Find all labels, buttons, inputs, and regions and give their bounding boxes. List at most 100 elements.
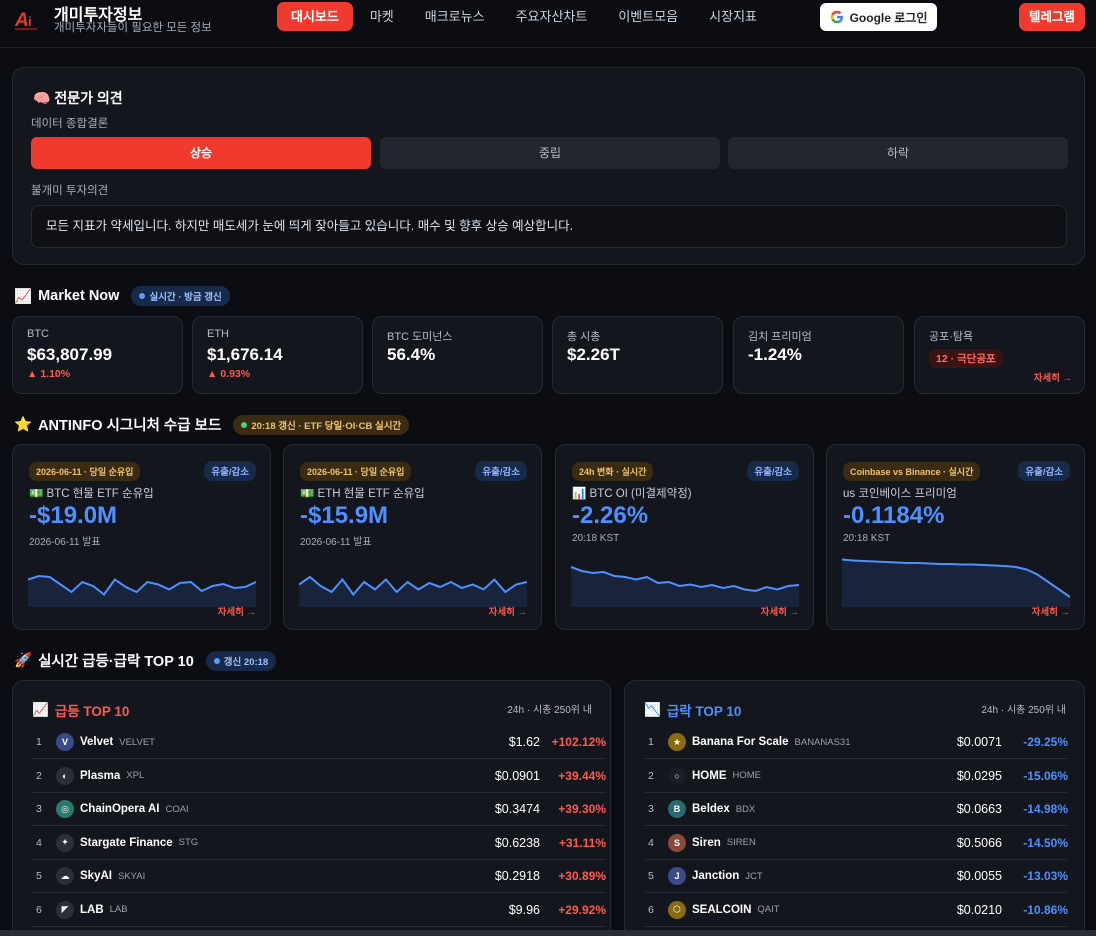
row-rank: 3 [36, 803, 42, 815]
row-rank: 3 [648, 803, 654, 815]
table-row[interactable]: 2 ◐ Plasma XPL $0.0901 +39.44% [32, 760, 606, 793]
signature-more-link[interactable]: 자세히 → [1031, 607, 1070, 618]
table-row[interactable]: 5 ☁ SkyAI SKYAI $0.2918 +30.89% [32, 860, 606, 893]
nav-market[interactable]: 마켓 [369, 9, 394, 24]
coin-price: $0.0055 [956, 869, 1002, 883]
coin-price: $0.0071 [956, 735, 1002, 749]
nav-events[interactable]: 이벤트모음 [618, 9, 679, 24]
signature-value: -2.26% [572, 502, 649, 529]
market-now-title: Market Now [38, 288, 120, 304]
sparkline-area [28, 576, 256, 607]
row-rank: 2 [648, 769, 654, 782]
nav-dashboard[interactable]: 대시보드 [277, 2, 353, 31]
horizontal-scrollbar[interactable] [0, 930, 1096, 936]
row-rank: 5 [648, 870, 654, 882]
table-row[interactable]: 6 ◤ LAB LAB $9.96 +29.92% [32, 894, 606, 927]
top10-badge-text: 갱신 20:18 [223, 656, 269, 668]
signature-tag: 24h 변화 · 실시간 [572, 462, 654, 481]
coin-symbol: COAI [165, 803, 189, 815]
signature-badge: 20:18 갱신 · ETF 당일·OI·CB 실시간 [233, 414, 410, 435]
signature-name-text: BTC 현물 ETF 순유입 [46, 488, 154, 500]
coin-symbol: SIREN [726, 837, 756, 848]
table-row[interactable]: 1 ★ Banana For Scale BANANAS31 $0.0071 -29.25… [644, 726, 1068, 759]
table-row[interactable]: 6 ⬡ SEALCOIN QAIT $0.0210 -10.86% [644, 894, 1068, 927]
signature-io-badge: 유출/감소 [1018, 461, 1070, 481]
vote-neutral-button[interactable]: 중립 [380, 137, 720, 169]
market-card-change-text: 1.10% [40, 368, 71, 380]
table-row[interactable]: 3 ◎ ChainOpera AI COAI $0.3474 +39.30% [32, 793, 606, 826]
table-row[interactable]: 5 J Janction JCT $0.0055 -13.03% [644, 860, 1068, 893]
star-icon: ⭐ [14, 417, 33, 433]
coin-symbol: VELVET [119, 736, 155, 748]
gainers-subtitle: 24h · 시총 250위 내 [507, 705, 592, 716]
table-row[interactable]: 2 ○ HOME HOME $0.0295 -15.06% [644, 760, 1068, 793]
coin-change: -10.86% [1023, 902, 1068, 917]
coin-change: +39.30% [558, 802, 606, 816]
coin-change: +30.89% [558, 869, 606, 883]
signature-name-text: 코인베이스 프리미엄 [858, 488, 957, 500]
signature-more-link[interactable]: 자세히 → [760, 607, 799, 618]
losers-title: 📉 급락 TOP 10 [644, 700, 741, 720]
gainers-card: 📈 급등 TOP 10 24h · 시총 250위 내 1 V Velvet VELV… [12, 680, 611, 936]
table-row[interactable]: 4 ✦ Stargate Finance STG $0.6238 +31.11% [32, 827, 606, 860]
coin-symbol: STG [178, 837, 199, 848]
signature-card[interactable]: 2026-06-11 · 당일 순유입 유출/감소 💵 BTC 현물 ETF 순유입… [12, 444, 271, 630]
coin-logo-icon: S [668, 833, 686, 852]
row-rank: 6 [648, 903, 654, 916]
brand-logo-icon[interactable]: A i [14, 6, 40, 32]
signature-name-text: ETH 현물 ETF 순유입 [317, 488, 425, 500]
table-row[interactable]: 3 B Beldex BDX $0.0663 -14.98% [644, 793, 1068, 826]
triangle-up-icon: ▲ [27, 368, 41, 380]
market-card-eth[interactable]: ETH $1,676.14 ▲ 0.93% [192, 316, 363, 394]
signature-value: -$15.9M [300, 502, 389, 529]
coin-change: -29.25% [1023, 735, 1068, 749]
coin-change: -15.06% [1023, 768, 1068, 783]
live-dot-icon [241, 421, 248, 428]
sparkline-area [571, 567, 799, 607]
fear-greed-badge: 12 · 극단공포 [929, 349, 1003, 368]
brand-title[interactable]: 개미투자정보 [54, 7, 143, 24]
market-card-kimchi-premium[interactable]: 김치 프리미엄 -1.24% [733, 316, 904, 394]
signature-icon: us [843, 488, 856, 500]
signature-card[interactable]: Coinbase vs Binance · 실시간 유출/감소 us 코인베이스 프… [826, 444, 1085, 630]
market-card-btc[interactable]: BTC $63,807.99 ▲ 1.10% [12, 316, 183, 394]
signature-card[interactable]: 2026-06-11 · 당일 순유입 유출/감소 💵 ETH 현물 ETF 순유입… [283, 444, 542, 630]
table-row[interactable]: 4 S Siren SIREN $0.5066 -14.50% [644, 827, 1068, 860]
losers-title-text: 급락 TOP 10 [666, 704, 742, 719]
google-login-label: Google 로그인 [849, 10, 928, 25]
google-login-button[interactable]: Google 로그인 [820, 3, 937, 31]
telegram-button[interactable]: 텔레그램 [1019, 3, 1085, 31]
top-header: A i 개미투자정보 개미투자자들이 필요한 모든 정보 대시보드 마켓 매크로… [0, 0, 1096, 48]
signature-more-link[interactable]: 자세히 → [488, 607, 527, 618]
table-row[interactable]: 1 V Velvet VELVET $1.62 +102.12% [32, 726, 606, 759]
coin-price: $0.5066 [956, 835, 1002, 850]
vote-down-button[interactable]: 하락 [728, 137, 1068, 169]
market-now-badge-text: 실시간 · 방금 갱신 [149, 292, 222, 303]
signature-tag: Coinbase vs Binance · 실시간 [843, 462, 981, 481]
market-card-label: ETH [207, 328, 229, 340]
fear-greed-more-link[interactable]: 자세히 → [1033, 373, 1072, 384]
market-card-label: 공포·탐욕 [929, 331, 974, 343]
signature-date: 2026-06-11 발표 [29, 537, 101, 548]
market-card-label: BTC [27, 328, 49, 340]
signature-sparkline [28, 574, 256, 607]
market-card-value: $63,807.99 [27, 345, 113, 364]
coin-name: Siren [692, 836, 721, 849]
coin-name: LAB [80, 903, 104, 916]
chart-up-icon: 📈 [14, 288, 33, 305]
coin-logo-icon: J [668, 867, 686, 885]
market-card-total-cap[interactable]: 총 시총 $2.26T [552, 316, 723, 394]
nav-market-indicators[interactable]: 시장지표 [709, 9, 757, 24]
coin-name: SkyAI [80, 870, 112, 882]
expert-subtitle: 데이터 종합결론 [31, 118, 109, 130]
nav-macro-news[interactable]: 매크로뉴스 [424, 9, 485, 24]
coin-price: $0.0901 [494, 768, 540, 783]
signature-name: us 코인베이스 프리미엄 [843, 485, 957, 501]
nav-asset-charts[interactable]: 주요자산차트 [515, 9, 588, 24]
signature-more-link[interactable]: 자세히 → [217, 607, 256, 618]
signature-card[interactable]: 24h 변화 · 실시간 유출/감소 📊 BTC OI (미결제약정) -2.26% 2… [555, 444, 814, 630]
market-card-btc-dominance[interactable]: BTC 도미넌스 56.4% [372, 316, 543, 394]
vote-up-button[interactable]: 상승 [31, 137, 371, 169]
market-card-fear-greed[interactable]: 공포·탐욕 12 · 극단공포 자세히 → [914, 316, 1085, 394]
coin-logo-icon: B [668, 800, 686, 818]
